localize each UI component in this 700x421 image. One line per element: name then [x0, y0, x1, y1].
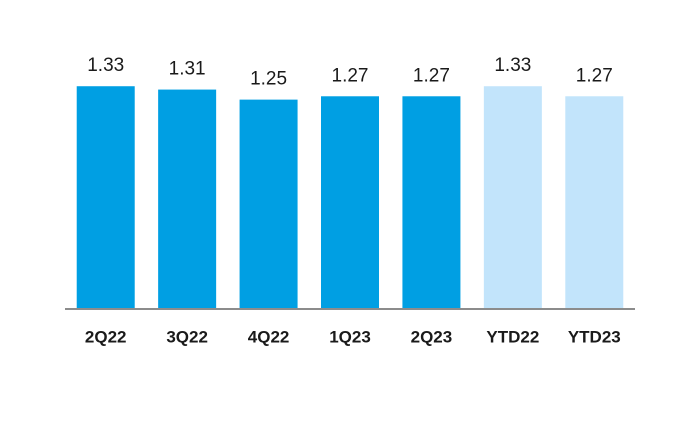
- x-tick-label: 4Q22: [248, 327, 290, 346]
- bar: [321, 96, 379, 310]
- x-tick-label: YTD23: [568, 327, 621, 346]
- x-tick-label: YTD22: [486, 327, 539, 346]
- value-label: 1.31: [169, 59, 206, 80]
- bar: [158, 89, 217, 309]
- bar: [239, 99, 298, 309]
- x-tick-label: 2Q22: [85, 327, 127, 346]
- value-label: 1.27: [576, 65, 613, 86]
- bar: [402, 96, 461, 310]
- value-label: 1.25: [250, 69, 287, 90]
- x-tick-label: 2Q23: [411, 327, 453, 346]
- bar: [565, 96, 624, 310]
- value-label: 1.27: [332, 65, 369, 86]
- value-label: 1.33: [87, 55, 124, 76]
- value-label: 1.27: [413, 65, 450, 86]
- x-tick-label: 1Q23: [329, 327, 371, 346]
- bar: [483, 86, 542, 309]
- x-tick-label: 3Q22: [166, 327, 208, 346]
- bar: [76, 86, 135, 309]
- value-label: 1.33: [494, 55, 531, 76]
